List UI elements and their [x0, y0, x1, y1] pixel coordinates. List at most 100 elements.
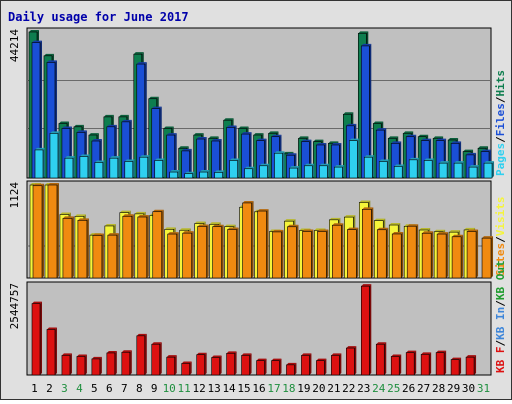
bar-kb-f-day-23 [360, 284, 372, 376]
bar-kb-f-day-9 [151, 342, 162, 376]
bar-kb-f-day-19 [301, 353, 312, 376]
legend-item-hits: Hits [494, 70, 507, 97]
bar-sites-day-7 [122, 214, 134, 279]
legend-item-kbin: KB In [494, 307, 507, 340]
y-max-tick-label: 2544757 [8, 283, 21, 329]
bar-sites-day-8 [137, 215, 149, 279]
bar-pages-day-27 [423, 158, 435, 179]
bar-sites-day-13 [212, 224, 224, 279]
x-tick-label-day-21: 21 [327, 382, 340, 395]
x-tick-label-day-19: 19 [297, 382, 310, 395]
bar-pages-day-28 [438, 161, 450, 179]
bar-sites-day-3 [62, 216, 74, 279]
legend-separator: / [494, 236, 507, 243]
bar-kb-f-day-20 [316, 358, 327, 376]
x-tick-label-day-22: 22 [342, 382, 355, 395]
x-tick-label-day-16: 16 [252, 382, 265, 395]
x-tick-label-day-2: 2 [46, 382, 53, 395]
x-tick-label-day-28: 28 [432, 382, 445, 395]
bar-sites-day-26 [406, 224, 419, 279]
x-tick-label-day-24: 24 [372, 382, 386, 395]
bar-kb-f-day-10 [166, 355, 177, 376]
bar-kb-f-day-13 [211, 355, 222, 376]
x-tick-label-day-29: 29 [447, 382, 460, 395]
x-tick-label-day-18: 18 [282, 382, 295, 395]
x-tick-label-day-9: 9 [151, 382, 158, 395]
bar-pages-day-25 [393, 164, 405, 179]
bar-kb-f-day-15 [241, 353, 252, 376]
bar-kb-f-day-3 [61, 353, 72, 376]
bar-kb-f-day-1 [31, 301, 42, 376]
bar-pages-day-4 [79, 154, 90, 179]
bar-sites-day-28 [436, 232, 449, 279]
legend-item-pages: Pages [494, 143, 507, 176]
bar-sites-day-19 [302, 229, 314, 279]
bar-kb-f-day-14 [226, 351, 237, 376]
bar-files-day-1 [31, 40, 42, 179]
bar-kb-f-day-22 [346, 346, 357, 376]
bar-pages-day-7 [124, 159, 135, 179]
bar-sites-day-20 [317, 229, 329, 279]
bar-sites-day-12 [197, 224, 209, 279]
bar-kb-f-day-30 [465, 355, 477, 376]
bar-pages-day-23 [363, 155, 375, 179]
x-tick-label-day-13: 13 [207, 382, 220, 395]
bar-pages-day-15 [244, 166, 255, 179]
legend-item-visits: Visits [494, 197, 507, 237]
chart-title: Daily usage for June 2017 [8, 10, 189, 24]
x-tick-label-day-3: 3 [61, 382, 68, 395]
bar-kb-f-day-26 [405, 350, 417, 376]
bar-kb-f-day-5 [91, 356, 102, 376]
bar-pages-day-13 [214, 170, 225, 179]
bar-kb-f-day-4 [76, 354, 87, 376]
x-tick-label-day-4: 4 [76, 382, 83, 395]
x-tick-label-day-23: 23 [357, 382, 370, 395]
bar-pages-day-18 [289, 166, 300, 179]
y-max-tick-label: 44214 [8, 29, 21, 62]
x-tick-label-day-11: 11 [178, 382, 191, 395]
x-tick-label-day-14: 14 [222, 382, 236, 395]
chart-panel-2: 1124 Sites/Visits [8, 180, 507, 279]
bar-kb-f-day-11 [181, 361, 192, 376]
bar-kb-f-day-29 [450, 357, 462, 376]
bar-sites-day-4 [77, 218, 89, 279]
bar-pages-day-16 [259, 163, 270, 179]
bar-kb-f-day-12 [196, 352, 207, 376]
bar-pages-day-26 [408, 157, 420, 179]
x-tick-label-day-15: 15 [237, 382, 250, 395]
bar-sites-day-17 [272, 229, 284, 279]
x-tick-label-day-27: 27 [417, 382, 430, 395]
bar-kb-f-day-25 [390, 354, 402, 376]
bar-sites-day-15 [242, 200, 254, 279]
x-tick-label-day-7: 7 [121, 382, 128, 395]
bar-pages-day-14 [229, 158, 240, 179]
x-tick-label-day-31: 31 [477, 382, 490, 395]
bar-kb-f-day-27 [420, 352, 432, 376]
bar-pages-day-6 [109, 156, 120, 179]
bar-sites-day-31 [481, 236, 494, 279]
bar-sites-day-21 [332, 223, 344, 279]
bar-sites-day-22 [347, 227, 359, 279]
bar-sites-day-29 [451, 234, 464, 279]
x-tick-label-day-5: 5 [91, 382, 98, 395]
bar-pages-day-30 [468, 165, 480, 179]
legend: Pages/Files/Hits [494, 70, 507, 176]
bar-files-day-11 [181, 148, 192, 179]
bar-pages-day-24 [378, 159, 390, 179]
bar-pages-day-22 [349, 138, 360, 179]
x-tick-label-day-1: 1 [31, 382, 38, 395]
y-max-tick-label: 1124 [8, 182, 21, 209]
x-tick-label-day-25: 25 [387, 382, 400, 395]
legend-item-kbout: KB Out [494, 260, 507, 300]
bar-sites-day-24 [376, 227, 389, 279]
bar-pages-day-31 [483, 161, 495, 179]
bar-sites-day-23 [361, 207, 374, 279]
bar-kb-f-day-16 [256, 358, 267, 376]
bar-kb-f-day-6 [106, 350, 117, 376]
bar-sites-day-5 [92, 233, 104, 279]
bar-pages-day-21 [334, 165, 345, 179]
bar-pages-day-9 [154, 158, 165, 179]
bar-pages-day-29 [453, 161, 465, 179]
bar-pages-day-12 [199, 170, 210, 179]
